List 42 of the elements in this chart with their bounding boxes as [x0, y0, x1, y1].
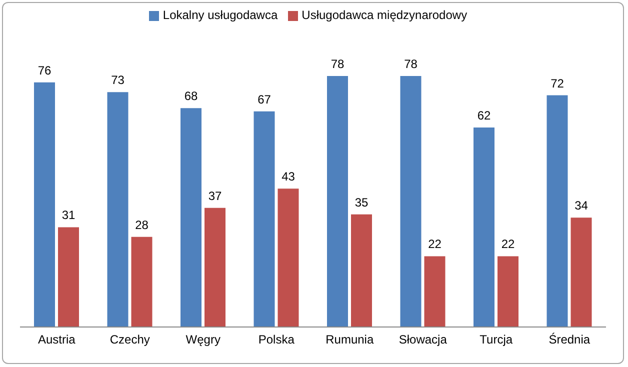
data-label: 78 — [404, 57, 418, 71]
legend-label: Usługodawca międzynarodowy — [302, 8, 468, 22]
x-tick-label: Słowacja — [398, 332, 448, 347]
bar — [570, 218, 592, 327]
x-tick-label: Turcja — [480, 332, 513, 347]
bar — [180, 108, 202, 327]
data-label: 28 — [135, 218, 149, 232]
data-label: 22 — [428, 237, 442, 252]
data-label: 67 — [258, 92, 272, 106]
bar — [204, 208, 226, 327]
x-tick-label: Austria — [38, 332, 76, 347]
bar — [107, 92, 128, 327]
x-tick-label: Węgry — [186, 332, 220, 347]
data-label: 76 — [38, 63, 52, 78]
data-label: 22 — [501, 237, 515, 252]
bar — [327, 76, 348, 327]
legend-label: Lokalny usługodawca — [162, 8, 278, 22]
bar — [34, 82, 55, 327]
bar — [546, 95, 568, 327]
data-label: 31 — [62, 208, 76, 222]
bar — [351, 214, 372, 327]
data-label: 37 — [208, 188, 222, 203]
data-label: 78 — [330, 57, 344, 71]
data-label: 43 — [282, 170, 296, 184]
x-tick-label: Czechy — [110, 332, 150, 347]
data-label: 62 — [477, 108, 491, 122]
data-label: 34 — [574, 198, 588, 213]
bar — [278, 188, 299, 327]
data-label: 68 — [184, 89, 198, 104]
x-tick-label: Rumunia — [326, 332, 374, 347]
x-tick-label: Polska — [258, 332, 295, 347]
bar — [498, 256, 518, 327]
data-label: 73 — [111, 73, 125, 88]
bar — [58, 227, 79, 327]
x-tick-label: Średnia — [548, 332, 590, 347]
bar — [131, 236, 152, 327]
data-label: 35 — [354, 195, 368, 210]
data-label: 72 — [550, 76, 564, 90]
bar — [424, 256, 446, 327]
bar — [254, 111, 275, 327]
bar — [474, 127, 494, 327]
bar — [400, 76, 422, 327]
